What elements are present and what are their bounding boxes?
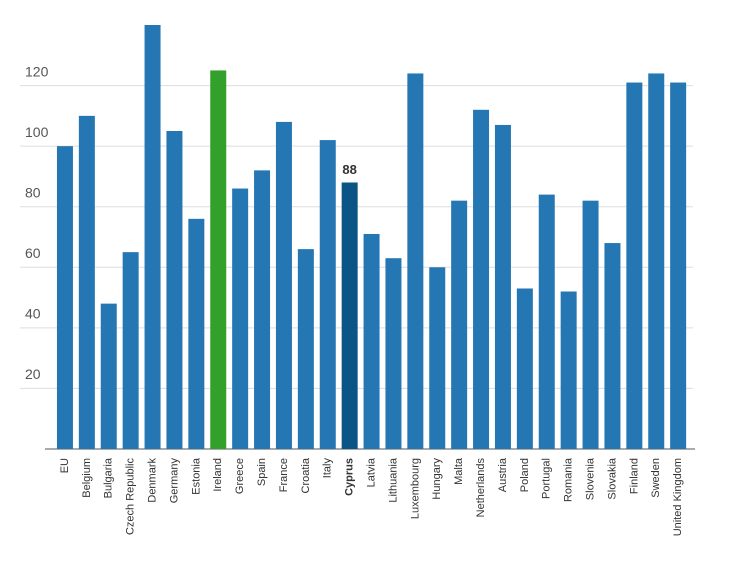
x-tick-label: Netherlands — [475, 458, 487, 518]
bar — [341, 182, 358, 449]
y-tick-label: 100 — [25, 124, 49, 140]
y-tick-label: 80 — [25, 184, 41, 200]
bar — [122, 252, 139, 449]
y-tick-label: 40 — [25, 306, 41, 322]
x-tick-label: EU — [59, 458, 71, 473]
x-tick-label: Bulgaria — [103, 457, 115, 498]
bar — [188, 218, 205, 449]
x-tick-label: Portugal — [541, 458, 553, 499]
x-tick-label: Greece — [234, 458, 246, 494]
bar — [516, 288, 533, 449]
x-tick-label: Latvia — [365, 457, 377, 487]
bar — [560, 291, 577, 449]
bar — [385, 258, 402, 449]
x-tick-label: Ireland — [212, 458, 224, 492]
bar — [451, 200, 468, 449]
x-tick-label: Austria — [497, 457, 509, 492]
y-tick-label: 60 — [25, 245, 41, 261]
x-tick-label: Czech Republic — [125, 458, 137, 536]
x-tick-label: Malta — [453, 457, 465, 485]
x-tick-label: Slovenia — [584, 457, 596, 500]
bar — [407, 73, 424, 449]
bar — [429, 267, 446, 449]
x-tick-label: Belgium — [81, 458, 93, 498]
value-label: 88 — [342, 162, 356, 177]
bar — [144, 25, 161, 449]
bar — [254, 170, 271, 449]
bar — [582, 200, 599, 449]
bar — [538, 194, 555, 449]
bar — [648, 73, 665, 449]
x-tick-label: Finland — [628, 458, 640, 494]
x-tick-label: Slovakia — [606, 457, 618, 499]
x-tick-label: Germany — [168, 458, 180, 504]
bar — [473, 109, 490, 450]
bar — [166, 131, 183, 449]
x-tick-label: Croatia — [300, 457, 312, 493]
bar — [604, 243, 621, 449]
bar — [494, 124, 511, 449]
bar — [626, 82, 643, 450]
x-tick-label: Italy — [322, 458, 334, 479]
x-tick-label: Poland — [519, 458, 531, 492]
x-tick-label: Denmark — [146, 458, 158, 503]
bar — [297, 249, 314, 449]
x-tick-label: Romania — [563, 457, 575, 502]
x-tick-label: Spain — [256, 458, 268, 486]
x-tick-label: Estonia — [190, 457, 202, 495]
x-tick-label: Cyprus — [344, 458, 356, 496]
bar — [232, 188, 249, 450]
bar — [363, 233, 380, 449]
bar — [670, 82, 687, 450]
bar — [275, 121, 292, 450]
x-tick-label: United Kingdom — [672, 458, 684, 536]
bar — [56, 146, 73, 449]
x-tick-label: Sweden — [650, 458, 662, 498]
bar — [78, 115, 95, 449]
x-tick-label: France — [278, 458, 290, 492]
y-tick-label: 120 — [25, 63, 49, 79]
x-tick-label: Luxembourg — [409, 458, 421, 519]
bar — [319, 140, 336, 450]
bar — [100, 303, 117, 449]
x-tick-label: Lithuania — [387, 457, 399, 503]
bar — [210, 70, 227, 449]
y-tick-label: 20 — [25, 366, 41, 382]
x-tick-label: Hungary — [431, 458, 443, 500]
